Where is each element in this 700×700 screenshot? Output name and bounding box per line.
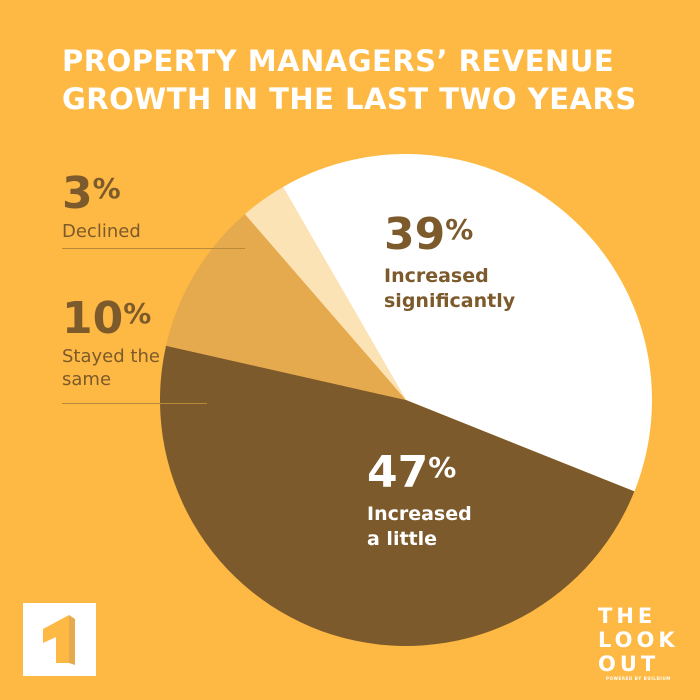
same-percent-value: 10 [62, 293, 124, 344]
chart-title: PROPERTY MANAGERS’ REVENUE GROWTH IN THE… [62, 42, 662, 118]
buildium-logo-glyph [43, 615, 75, 665]
little-percent-value: 47 [367, 447, 429, 498]
pie-slice-declined [244, 186, 406, 400]
declined-label: 3% Declined [62, 172, 141, 243]
declined-percent-sign: % [92, 172, 121, 205]
brand-line-2: LOOK [598, 628, 679, 652]
little-label: 47% Increased a little [367, 451, 472, 552]
significant-percent-value: 39 [384, 209, 446, 260]
same-leader-line [62, 403, 207, 404]
significant-label: 39% Increased significantly [384, 213, 515, 314]
brand-tagline: POWERED BY BUILDIUM [606, 676, 671, 681]
same-percent-sign: % [123, 297, 152, 330]
little-percent-sign: % [428, 451, 457, 484]
little-text-line-1: Increased [367, 503, 472, 525]
pie-slice-increased-a-little [159, 345, 635, 647]
brand-line-1: THE [598, 604, 657, 628]
same-text-line-2: same [62, 369, 112, 390]
declined-text: Declined [62, 221, 141, 242]
same-text-line-1: Stayed the [62, 346, 160, 367]
declined-percent-value: 3 [62, 168, 93, 219]
brand-line-3: OUT [598, 652, 660, 676]
chart-title-line-1: PROPERTY MANAGERS’ REVENUE [62, 44, 615, 78]
significant-percent-sign: % [445, 213, 474, 246]
buildium-logo-icon [23, 603, 96, 676]
same-label: 10% Stayed the same [62, 297, 160, 391]
pie-slice-increased-significantly [283, 153, 652, 492]
significant-text-line-1: Increased [384, 265, 489, 287]
declined-leader-line [62, 248, 245, 249]
significant-text-line-2: significantly [384, 290, 516, 312]
the-lookout-brand: THE LOOK OUT POWERED BY BUILDIUM [598, 604, 688, 681]
chart-title-line-2: GROWTH IN THE LAST TWO YEARS [62, 82, 637, 116]
pie-slice-stayed-the-same [166, 214, 406, 400]
little-text-line-2: a little [367, 528, 438, 550]
